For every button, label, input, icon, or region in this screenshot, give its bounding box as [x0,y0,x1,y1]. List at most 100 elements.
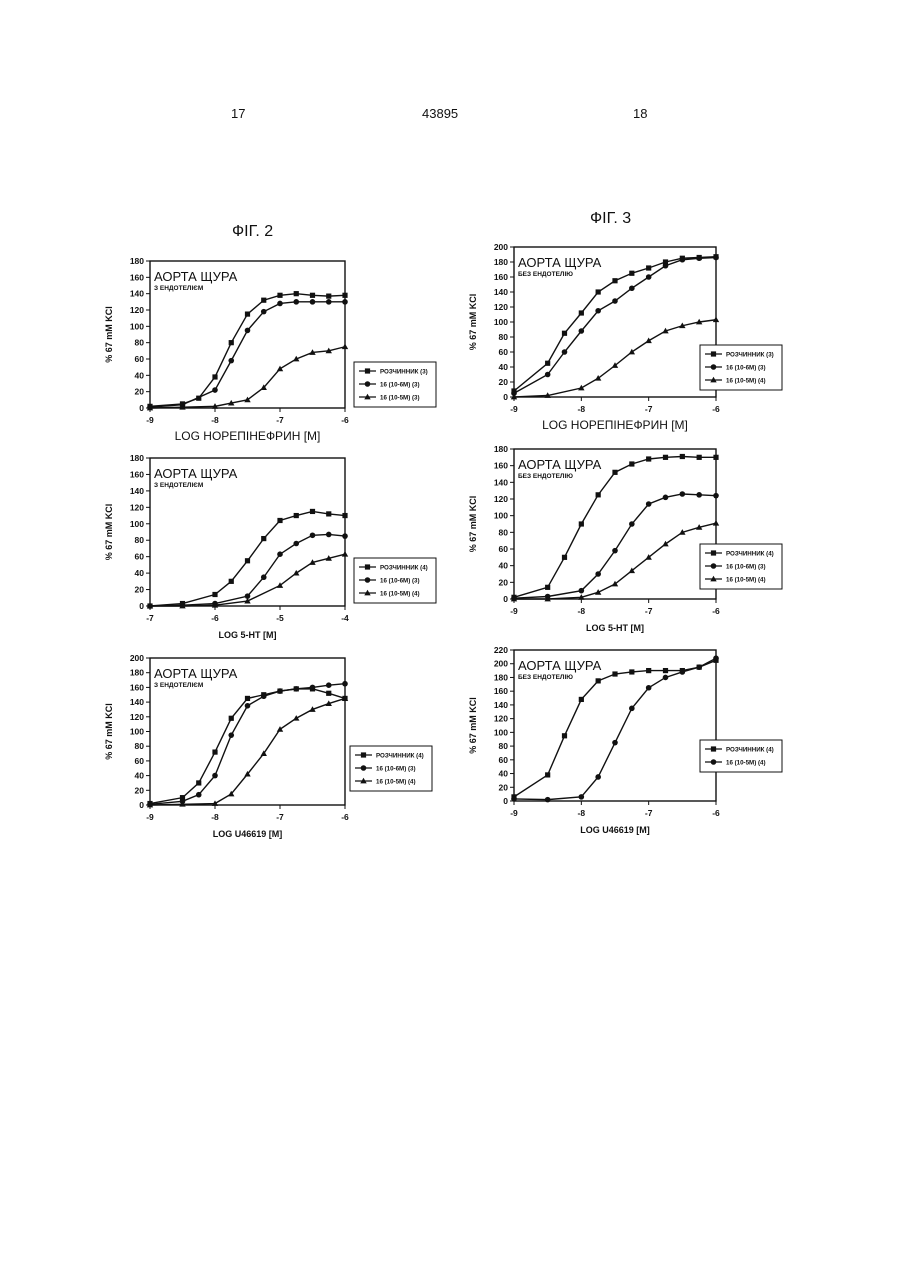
chart4-y-tick-label: 0 [139,800,144,810]
chart1-data-point [612,278,617,283]
chart0-data-point [342,344,348,350]
chart2-x-tick-label: -4 [341,613,349,623]
chart5-data-point [579,697,584,702]
chart5-subtitle: БЕЗ ЕНДОТЕЛІЮ [518,674,573,681]
chart1-data-point [612,298,618,304]
chart1-legend-label: 16 (10-6M) (3) [726,365,766,372]
chart4-y-tick-label: 20 [135,785,145,795]
chart3-data-point [713,455,718,460]
chart4-data-point [293,715,299,721]
chart0-series-2 [147,344,348,411]
chart4-x-tick-label: -8 [211,812,219,822]
chart4-series-2 [147,695,348,807]
chart0-y-tick-label: 60 [135,354,145,364]
chart1-data-point [629,349,635,355]
chart5-legend-marker [711,759,717,765]
chart0-y-tick-label: 80 [135,338,145,348]
chart5-y-tick-label: 200 [494,659,508,669]
chart0-x-tick-label: -8 [211,415,219,425]
chart3-data-point [579,521,584,526]
chart5-y-tick-label: 180 [494,672,508,682]
chart1-data-point [645,338,651,344]
chart1-y-axis-label: % 67 mM KCl [468,294,478,351]
chart4-y-tick-label: 80 [135,741,145,751]
chart3-data-point [646,501,652,507]
chart3-legend-label: РОЗЧИННИК (4) [726,551,774,558]
chart5-data-point [663,675,669,681]
chart5-data-point [629,706,635,712]
chart3-data-point [713,493,719,499]
chart0-x-tick-label: -9 [146,415,154,425]
chart4-y-tick-label: 180 [130,668,144,678]
chart0-legend-label: РОЗЧИННИК (3) [380,369,428,376]
right-page-number: 18 [633,106,647,121]
chart1-legend-label: РОЗЧИННИК (3) [726,352,774,359]
chart3-y-tick-label: 100 [494,511,508,521]
chart4-y-tick-label: 160 [130,682,144,692]
chart1-data-point [596,289,601,294]
chart0-series-line [150,294,345,407]
chart2-data-point [212,592,217,597]
chart5-data-point [646,685,652,691]
chart2-data-point [326,532,332,538]
chart4-data-point [293,686,299,692]
chart4-legend-marker [361,752,366,757]
chart3-y-tick-label: 20 [499,577,509,587]
chart3-legend-marker [711,563,717,569]
chart5-data-point [663,668,668,673]
chart1-y-tick-label: 200 [494,242,508,252]
chart3-data-point [579,588,585,594]
chart0-data-point [245,311,250,316]
chart2-series-1 [147,532,348,609]
chart5-data-point [545,772,550,777]
chart1-data-point [629,271,634,276]
chart0-data-point [277,301,283,307]
chart1-y-tick-label: 60 [499,347,509,357]
chart0-data-point [277,293,282,298]
chart1-y-tick-label: 140 [494,287,508,297]
chart2-data-point [342,551,348,557]
chart5-y-tick-label: 60 [499,755,509,765]
chart3-legend: РОЗЧИННИК (4)16 (10-6M) (3)16 (10-5M) (4… [700,544,782,589]
chart2-x-tick-label: -5 [276,613,284,623]
chart3-y-axis-label: % 67 mM KCl [468,496,478,553]
chart0-y-tick-label: 140 [130,289,144,299]
chart4-y-tick-label: 200 [130,653,144,663]
chart3-y-tick-label: 0 [503,594,508,604]
chart-u46619-without-endothelium: 020406080100120140160180200220-9-8-7-6LO… [467,643,792,838]
chart1-series-line [514,320,716,397]
chart3-legend-marker [711,550,716,555]
chart1-x-tick-label: -7 [645,404,653,414]
chart1-y-tick-label: 40 [499,362,509,372]
chart5-y-tick-label: 140 [494,700,508,710]
chart2-data-point [229,579,234,584]
chart1-data-point [696,255,702,261]
chart0-y-tick-label: 40 [135,370,145,380]
chart4-data-point [229,716,234,721]
chart5-data-point [629,669,634,674]
chart2-data-point [310,532,316,538]
chart1-legend: РОЗЧИННИК (3)16 (10-6M) (3)16 (10-5M) (4… [700,345,782,390]
chart0-data-point [212,374,217,379]
chart4-legend: РОЗЧИННИК (4)16 (10-6M) (3)16 (10-5M) (4… [350,746,432,791]
chart4-data-point [342,681,348,687]
chart4-y-tick-label: 40 [135,771,145,781]
chart3-subtitle: БЕЗ ЕНДОТЕЛІЮ [518,473,573,480]
chart3-legend-label: 16 (10-6M) (3) [726,564,766,571]
chart3-title: АОРТА ЩУРА [518,457,602,472]
chart0-data-point [261,309,267,315]
chart0-x-axis-label: LOG НОРЕПІНЕФРИН [M] [175,429,321,443]
chart4-y-tick-label: 60 [135,756,145,766]
chart3-y-tick-label: 180 [494,444,508,454]
chart3-y-tick-label: 160 [494,461,508,471]
chart0-title: АОРТА ЩУРА [154,269,238,284]
chart4-series-line [150,684,345,805]
chart3-y-tick-label: 120 [494,494,508,504]
chart5-data-point [596,678,601,683]
chart2-legend-label: РОЗЧИННИК (4) [380,565,428,572]
chart4-y-tick-label: 100 [130,727,144,737]
chart5-data-point [612,740,618,746]
chart0-data-point [310,293,315,298]
chart2-data-point [261,574,267,580]
chart4-legend-label: 16 (10-5M) (4) [376,779,416,786]
